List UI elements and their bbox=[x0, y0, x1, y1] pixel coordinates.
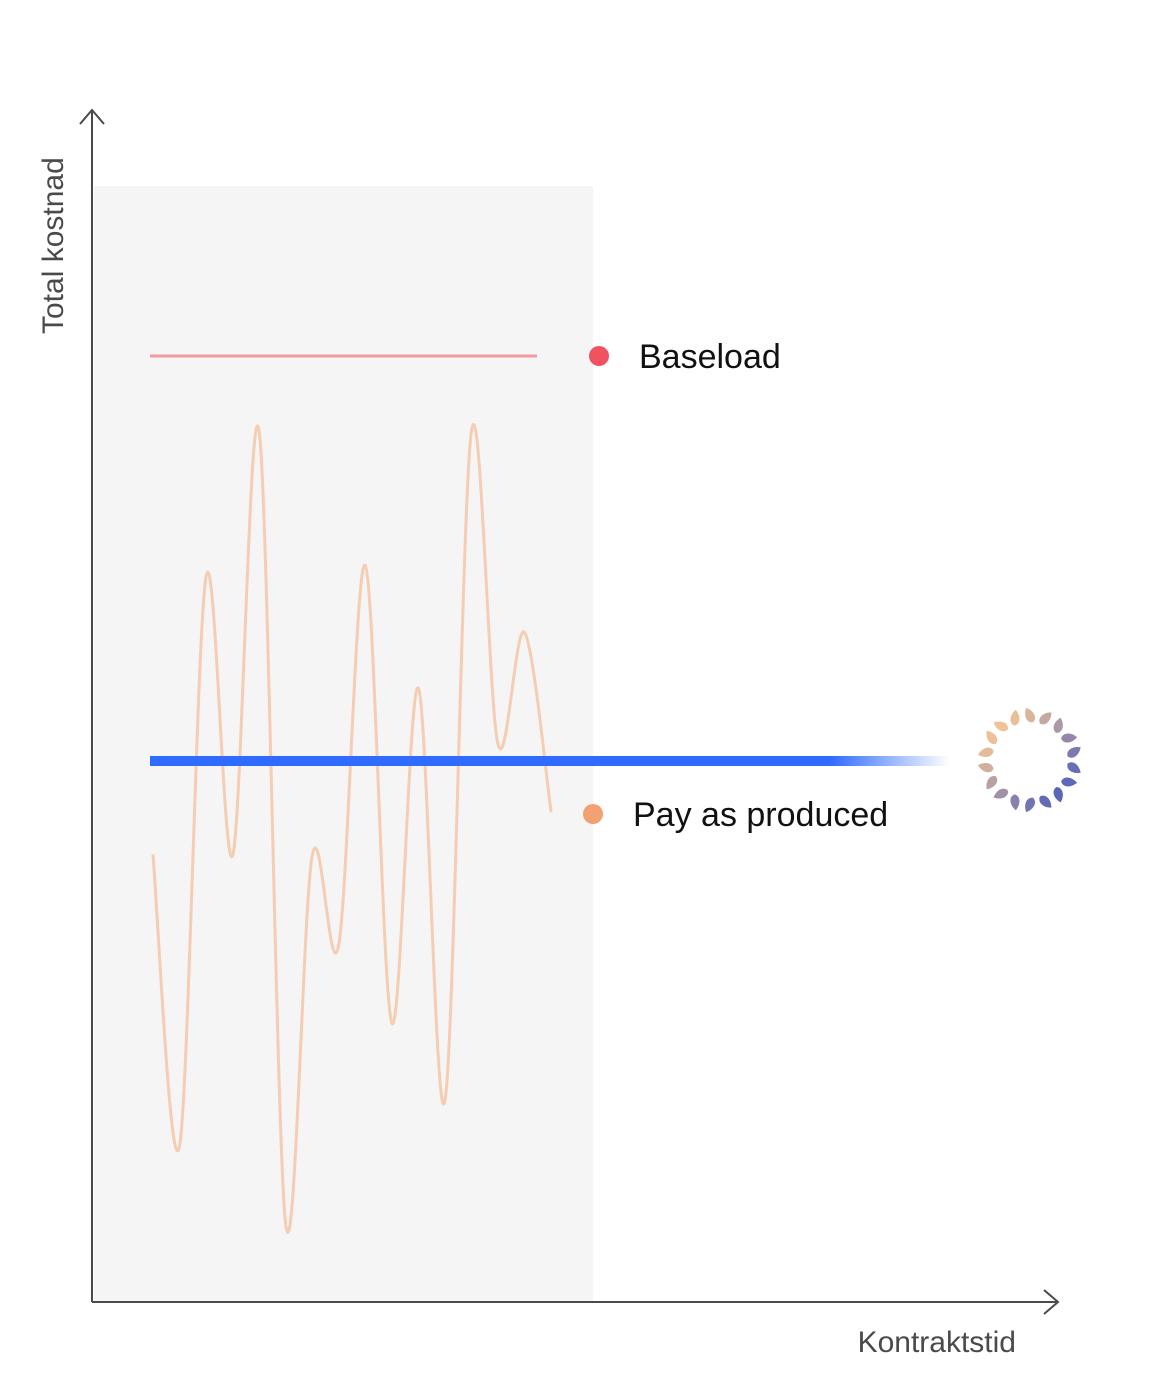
legend-dot-pay-as-produced bbox=[583, 804, 603, 824]
ring-teardrop bbox=[993, 721, 1009, 732]
x-axis-arrow bbox=[1043, 1289, 1060, 1315]
ring-teardrop bbox=[1010, 794, 1020, 811]
ring-teardrop bbox=[1025, 797, 1035, 813]
ring-teardrop bbox=[1053, 786, 1063, 803]
ring-teardrop bbox=[1039, 795, 1052, 808]
ring-teardrop bbox=[1061, 777, 1078, 787]
contract-line bbox=[150, 756, 950, 766]
legend-label-baseload: Baseload bbox=[639, 338, 781, 376]
ring-teardrop bbox=[1061, 733, 1078, 743]
y-axis-arrow bbox=[79, 108, 105, 125]
ring-of-teardrops-icon bbox=[978, 707, 1081, 813]
x-axis-label: Kontraktstid bbox=[858, 1326, 1016, 1359]
ring-teardrop bbox=[986, 730, 998, 745]
ring-teardrop bbox=[986, 775, 998, 790]
ring-teardrop bbox=[1067, 746, 1081, 758]
ring-teardrop bbox=[1039, 712, 1052, 725]
ring-teardrop bbox=[1053, 717, 1063, 734]
ring-teardrop bbox=[1025, 707, 1035, 723]
pay-as-produced-line bbox=[151, 423, 553, 1234]
axes bbox=[79, 108, 1060, 1315]
ring-teardrop bbox=[993, 788, 1009, 799]
ring-teardrop bbox=[978, 763, 994, 773]
shaded-period bbox=[94, 186, 593, 1302]
y-axis-label: Total kostnad bbox=[37, 157, 70, 334]
legend-label-pay-as-produced: Pay as produced bbox=[633, 796, 888, 834]
ring-teardrop bbox=[1067, 762, 1081, 774]
ring-teardrop bbox=[978, 747, 994, 757]
legend-dot-baseload bbox=[589, 346, 609, 366]
ring-teardrop bbox=[1010, 709, 1020, 726]
